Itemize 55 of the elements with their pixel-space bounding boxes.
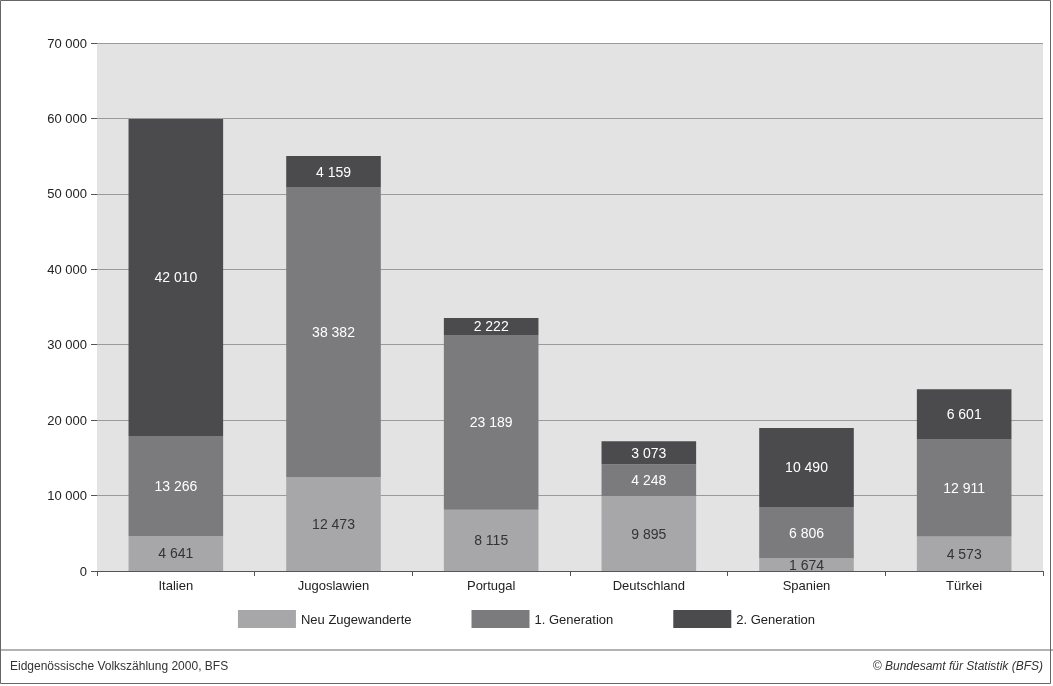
data-label: 10 490 xyxy=(785,459,829,476)
x-tick-label: Italien xyxy=(158,578,194,593)
text: Eidgenössische Volkszählung 2000, BFS xyxy=(10,659,229,673)
data-label: 6 806 xyxy=(788,524,825,541)
data-label: 6 601 xyxy=(946,406,982,423)
data-label: 42 010 xyxy=(154,269,198,286)
x-tick-label: Deutschland xyxy=(612,578,685,593)
bar xyxy=(443,334,539,510)
bar xyxy=(128,435,224,536)
bar xyxy=(286,187,381,477)
x-tick-label: Spanien xyxy=(782,578,831,593)
y-tick-label: 70 000 xyxy=(47,35,87,51)
bar xyxy=(759,427,854,508)
text: © Bundesamt für Statistik (BFS) xyxy=(872,659,1044,673)
data-label: 4 641 xyxy=(158,545,194,562)
bar xyxy=(759,507,854,559)
y-tick-label: 0 xyxy=(79,563,87,579)
data-label: 8 115 xyxy=(474,532,509,549)
x-tick-label: Portugal xyxy=(466,578,516,593)
y-tick-label: 30 000 xyxy=(47,337,87,353)
data-label: 1 674 xyxy=(788,556,825,573)
data-label: 23 189 xyxy=(469,414,513,431)
legend-label: 1. Generation xyxy=(534,611,614,627)
data-label: 4 573 xyxy=(946,545,982,562)
y-tick-label: 40 000 xyxy=(47,261,87,277)
data-label: 12 473 xyxy=(312,515,356,532)
data-label: 9 895 xyxy=(631,525,667,542)
y-tick-label: 20 000 xyxy=(47,412,87,428)
bar xyxy=(601,464,697,497)
data-label: 4 159 xyxy=(315,163,352,180)
bar xyxy=(601,496,697,571)
legend-label: 2. Generation xyxy=(736,611,816,627)
y-tick-label: 50 000 xyxy=(47,186,87,202)
bar xyxy=(128,535,224,571)
data-label: 12 911 xyxy=(943,479,986,496)
bar xyxy=(443,318,539,335)
bar xyxy=(443,509,539,571)
bar xyxy=(916,389,1012,440)
bar xyxy=(916,536,1012,571)
data-label: 2 222 xyxy=(473,318,509,335)
x-tick-label: Jugoslawien xyxy=(297,578,370,593)
x-tick-label: Türkei xyxy=(946,578,983,593)
y-tick-label: 60 000 xyxy=(47,110,87,126)
data-label: 13 266 xyxy=(154,477,198,494)
data-label: 4 248 xyxy=(631,472,667,489)
bar xyxy=(759,558,854,571)
y-tick-label: 10 000 xyxy=(47,488,87,504)
bar xyxy=(286,156,381,188)
bar xyxy=(916,439,1012,537)
bar xyxy=(601,441,697,465)
legend-label: Neu Zugewanderte xyxy=(300,611,412,627)
data-label: 38 382 xyxy=(312,324,356,341)
data-label: 3 073 xyxy=(631,444,667,461)
bar xyxy=(128,119,224,436)
bar xyxy=(286,476,381,571)
